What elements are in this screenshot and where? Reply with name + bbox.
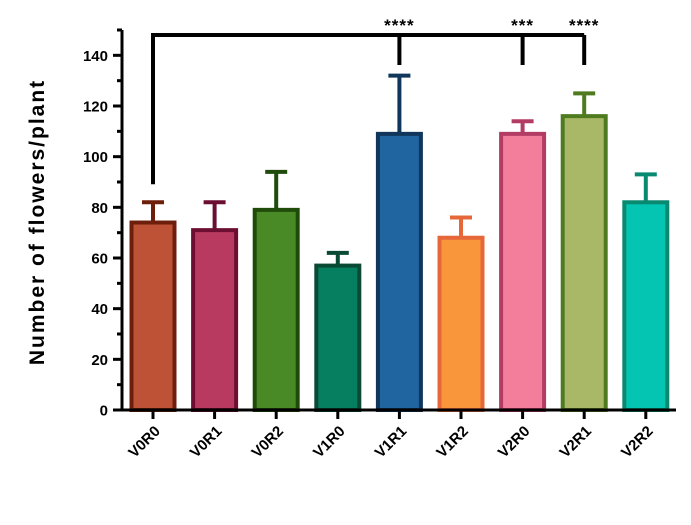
bar-v2r2 [622,200,670,412]
error-bar-v2r1 [573,91,596,117]
bar-v2r0 [499,131,547,412]
x-tick-label-v1r2: V1R2 [433,423,472,462]
significance-label-v1r1: **** [384,16,414,35]
y-tick-label-60: 60 [91,251,108,268]
error-bar-v1r2 [450,215,472,238]
bar-v0r2 [252,207,300,412]
bar-v1r1 [375,131,423,412]
x-tick-label-v2r2: V2R2 [618,423,657,462]
x-tick-label-v1r1: V1R1 [372,423,411,462]
significance-label-v2r1: **** [569,16,599,35]
x-tick-labels-group: V0R0 V0R1 V0R2 V1R0 V1R1 V1R2 V2R0 V2R1 V2R2 [125,423,656,462]
bars-group [129,114,670,412]
error-bar-v0r0 [142,200,164,223]
bar-v1r0 [314,263,362,412]
error-bar-v2r2 [634,172,657,203]
error-bar-v0r2 [265,169,288,210]
y-tick-labels-group: 0 20 40 60 80 100 120 140 [83,48,108,420]
x-tick-label-v0r2: V0R2 [248,423,287,462]
x-tick-label-v0r0: V0R0 [125,423,164,462]
x-tick-label-v1r0: V1R0 [310,423,349,462]
x-tick-label-v2r0: V2R0 [495,423,534,462]
significance-group: **** *** **** [151,16,599,185]
x-tick-label-v0r1: V0R1 [187,423,226,462]
error-bars-group [142,73,657,266]
y-axis-title: Number of flowers/plant [26,79,49,365]
y-tick-label-120: 120 [83,99,108,116]
significance-bracket [151,33,585,185]
bar-v2r1 [560,114,608,412]
error-bar-v2r0 [511,119,534,134]
error-bar-v1r0 [326,250,349,266]
y-tick-label-80: 80 [91,200,108,217]
y-tick-label-100: 100 [83,149,108,166]
bar-v1r2 [437,235,485,412]
error-bar-v0r1 [203,200,226,231]
x-tick-label-v2r1: V2R1 [556,423,595,462]
y-tick-label-0: 0 [100,403,108,420]
bar-v0r1 [191,228,239,412]
axes-group [113,28,676,419]
significance-label-v2r0: *** [511,16,534,35]
y-tick-label-20: 20 [91,352,108,369]
y-tick-label-140: 140 [83,48,108,65]
bar-v0r0 [129,220,177,412]
y-tick-label-40: 40 [91,301,108,318]
error-bar-v1r1 [388,73,411,134]
